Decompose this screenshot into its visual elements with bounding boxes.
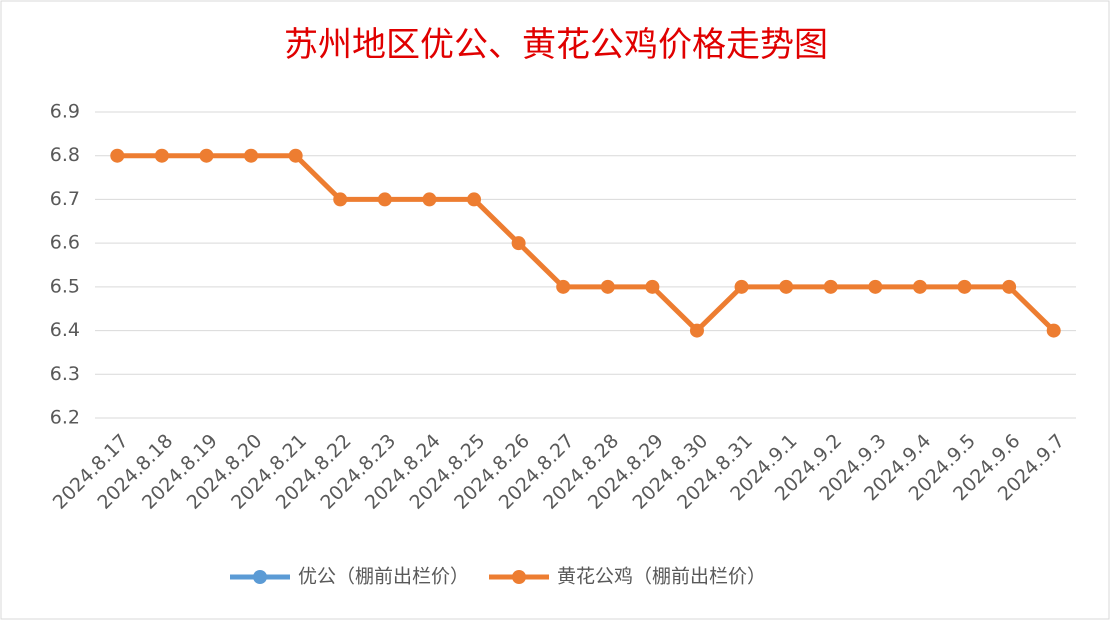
series-point — [199, 148, 214, 163]
series-point — [645, 279, 660, 294]
series-point — [244, 148, 259, 163]
y-tick-label: 6.5 — [50, 275, 80, 297]
series-point — [868, 279, 883, 294]
y-tick-label: 6.2 — [50, 407, 80, 429]
series-line — [117, 153, 1056, 334]
series-point — [333, 192, 348, 207]
y-tick-label: 6.3 — [50, 363, 80, 385]
series-point — [1002, 279, 1017, 294]
legend-label: 优公（棚前出栏价） — [298, 566, 469, 588]
series-point — [689, 323, 704, 338]
legend-label: 黄花公鸡（棚前出栏价） — [557, 566, 766, 588]
series-point — [467, 192, 482, 207]
series-point — [600, 279, 615, 294]
legend-marker — [253, 570, 267, 584]
y-tick-label: 6.9 — [50, 101, 80, 123]
series-point — [957, 279, 972, 294]
series-point — [823, 279, 838, 294]
y-tick-label: 6.8 — [50, 144, 80, 166]
legend-marker — [512, 570, 527, 584]
series-point — [556, 279, 571, 294]
series-point — [734, 279, 749, 294]
series-point — [1046, 323, 1061, 338]
y-tick-label: 6.6 — [50, 232, 80, 254]
series-point — [422, 192, 437, 207]
series-point — [779, 279, 794, 294]
series-point — [154, 148, 169, 163]
series-point — [511, 236, 526, 251]
y-tick-label: 6.7 — [50, 188, 80, 210]
series-point — [377, 192, 392, 207]
series-point — [912, 279, 927, 294]
y-tick-label: 6.4 — [50, 319, 80, 341]
series-point — [110, 148, 125, 163]
series-point — [288, 148, 303, 163]
chart-title: 苏州地区优公、黄花公鸡价格走势图 — [284, 25, 828, 65]
